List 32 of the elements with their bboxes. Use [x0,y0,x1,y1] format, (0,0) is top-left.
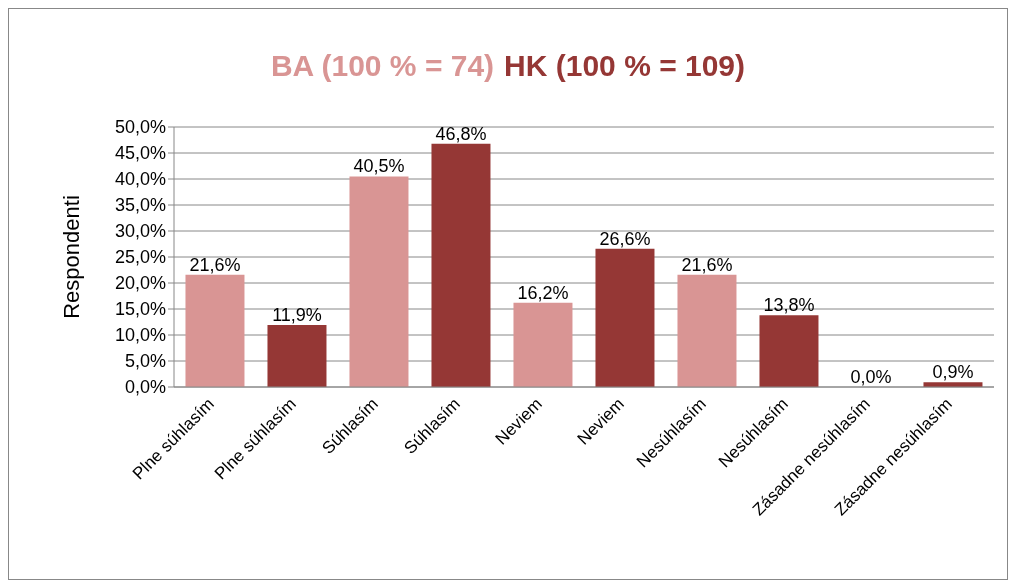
y-tick-label: 0,0% [124,377,166,398]
y-tick-label: 20,0% [114,273,166,294]
bar [349,176,409,387]
y-axis-title: Respondenti [58,195,84,319]
bar [595,248,655,387]
y-tick-label: 35,0% [114,195,166,216]
bar [185,274,245,387]
bar [677,274,737,387]
bar [759,315,819,387]
y-tick-label: 15,0% [114,299,166,320]
y-tick-label: 30,0% [114,221,166,242]
data-label: 46,8% [435,123,487,144]
bar [431,143,491,387]
bar [267,325,327,387]
text: HK (100 % = 109) [504,49,746,83]
y-tick-label: 10,0% [114,325,166,346]
y-tick-label: 45,0% [114,143,166,164]
data-label: 40,5% [353,156,405,177]
data-label: 0,9% [932,362,974,383]
data-label: 21,6% [681,254,733,275]
y-tick-label: 40,0% [114,169,166,190]
data-label: 16,2% [517,282,569,303]
data-label: 0,0% [850,367,892,387]
data-label: 13,8% [763,295,815,316]
data-label: 11,9% [272,305,322,326]
data-label: 21,6% [189,254,241,275]
y-tick-label: 25,0% [114,247,166,268]
text: BA (100 % = 74) [270,49,495,83]
bar [513,302,573,387]
y-tick-label: 50,0% [114,117,166,138]
data-label: 26,6% [599,228,651,249]
y-tick-label: 5,0% [124,351,166,372]
